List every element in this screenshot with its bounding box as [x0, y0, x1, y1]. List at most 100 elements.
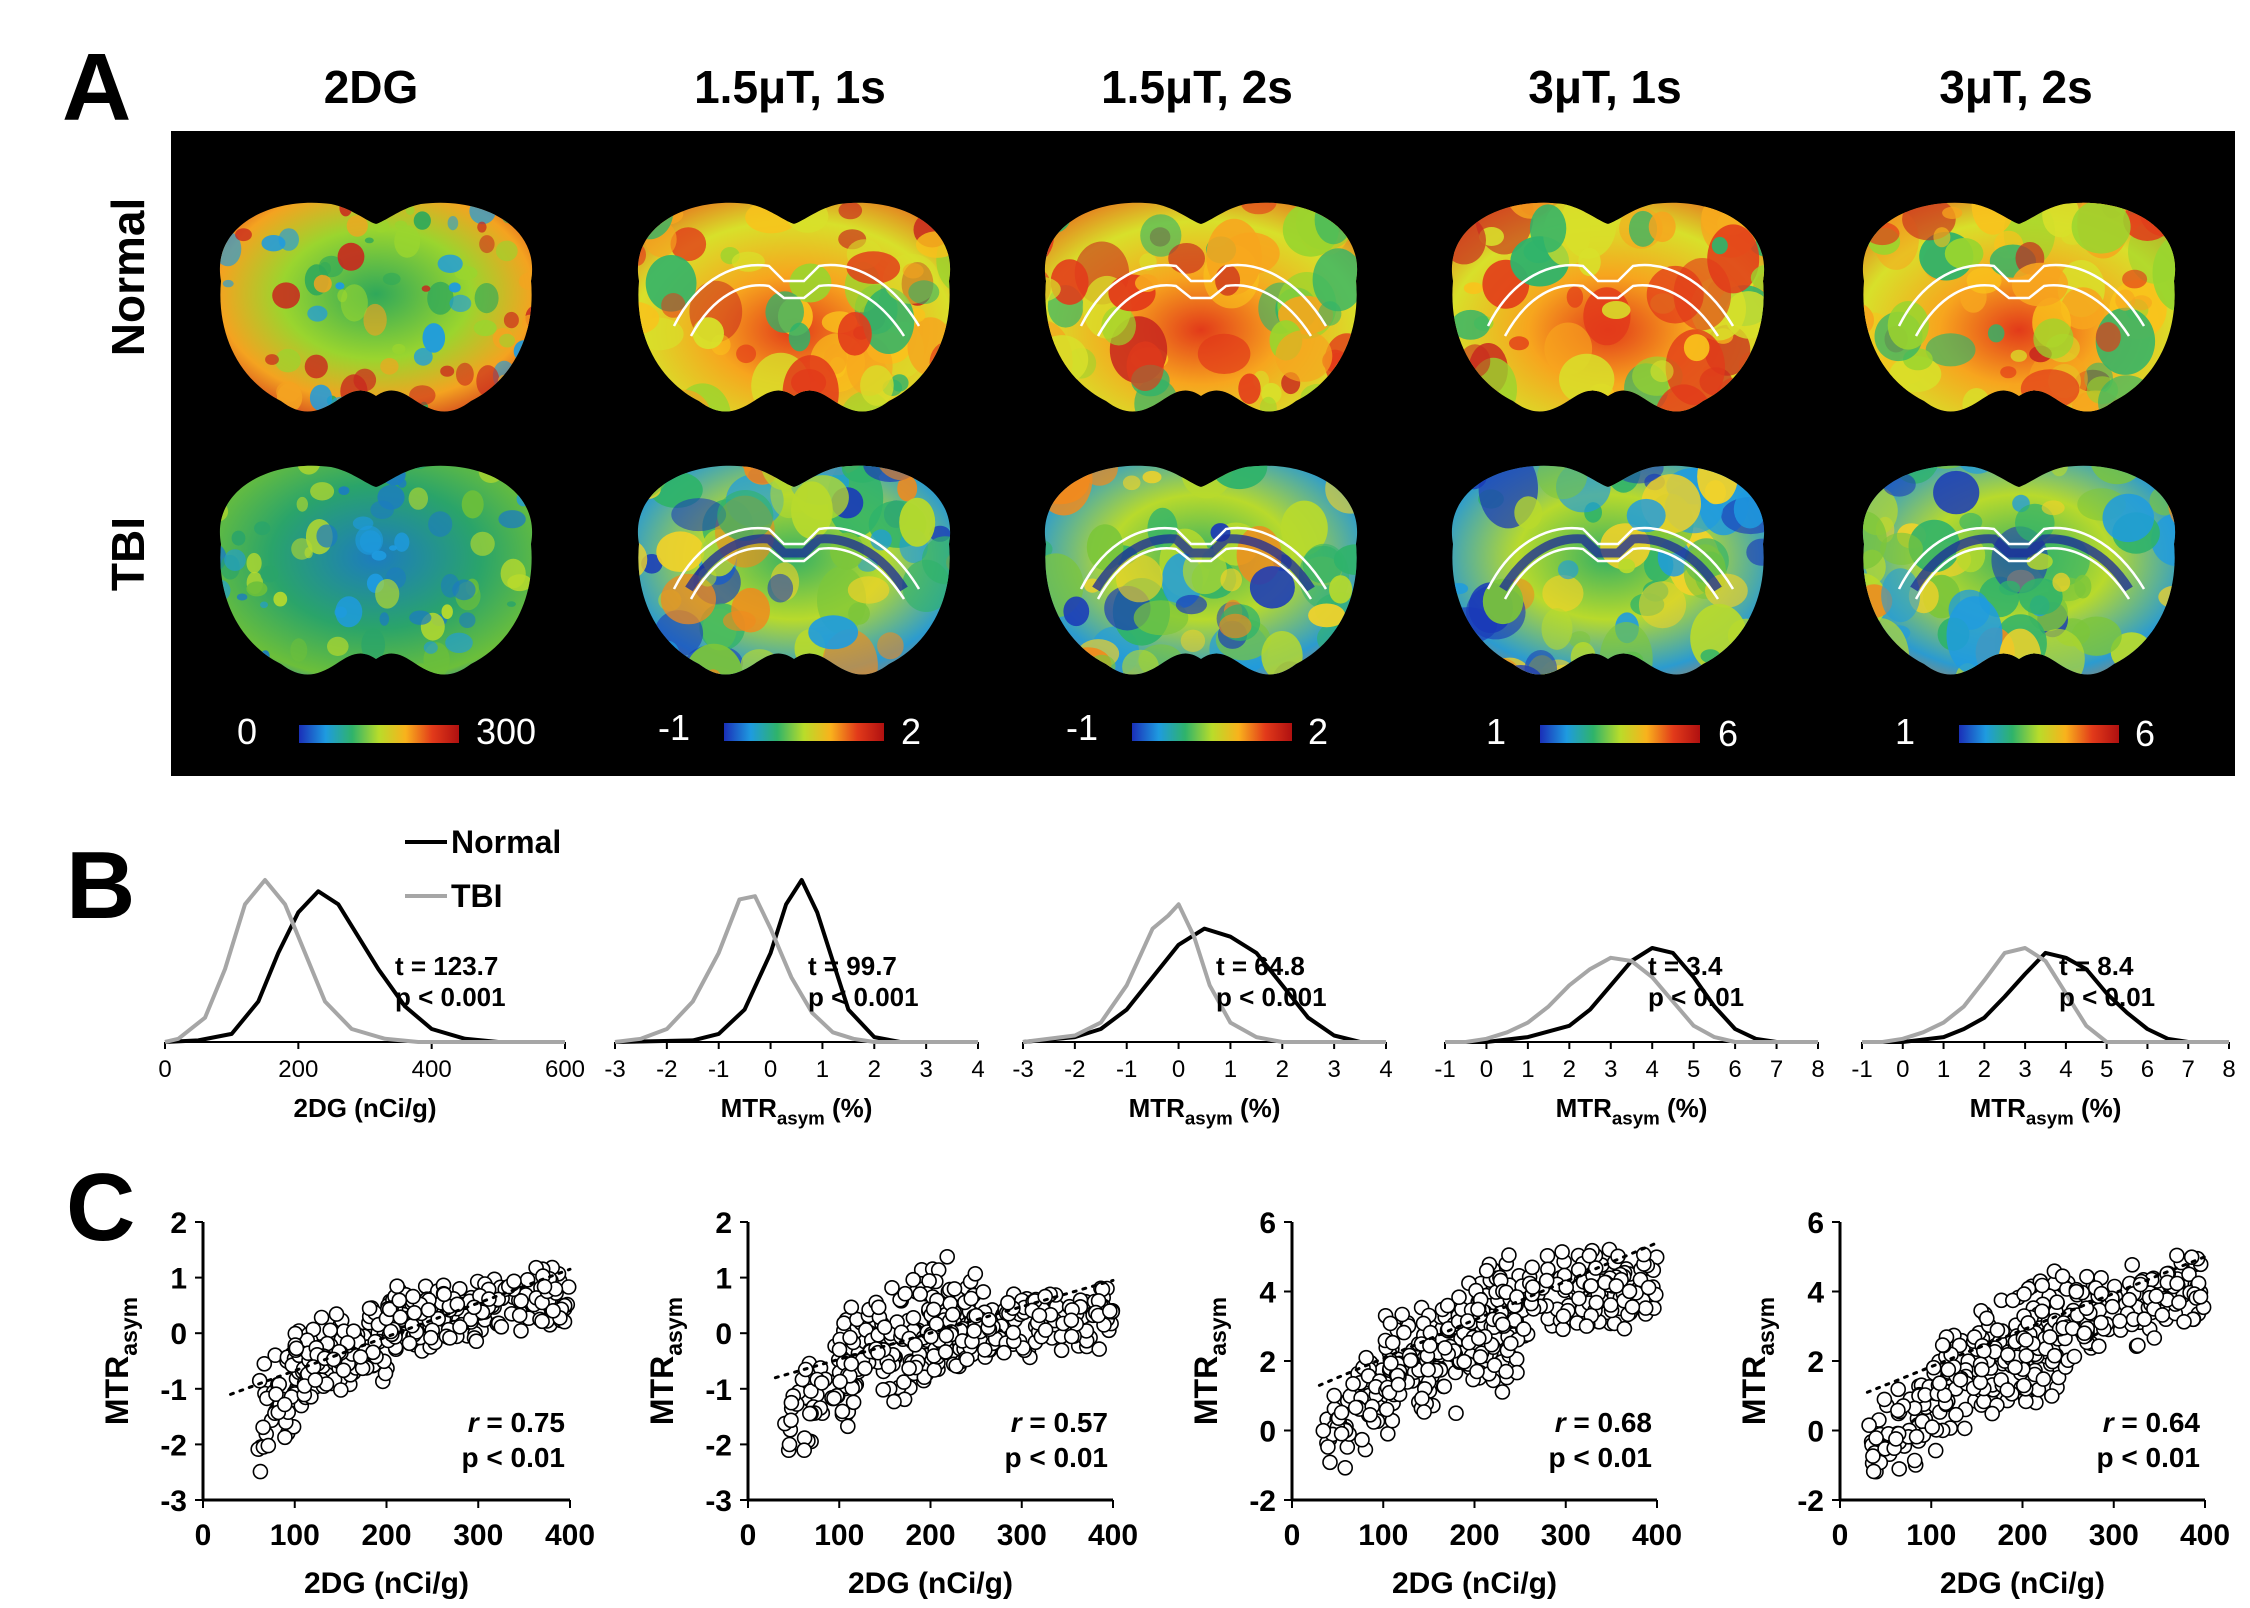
scatter-3-point [1478, 1262, 1495, 1279]
scatter-3-point [1472, 1349, 1489, 1365]
panel-letter-b: B [66, 832, 136, 939]
legend-tbi: TBI [405, 876, 561, 916]
scatter-1-point [313, 1309, 330, 1326]
scatter-4-point [2154, 1307, 2171, 1323]
histogram-2-tick-label-6: 3 [919, 1056, 932, 1083]
scatter-1-point [382, 1323, 399, 1340]
scatter-3-point [1469, 1363, 1485, 1380]
scatter-1-x-tick-label-2: 200 [361, 1519, 411, 1552]
scatter-4-point [2076, 1325, 2093, 1341]
scatter-3-point [1524, 1259, 1540, 1276]
scatter-3-x-tick-label-1: 100 [1358, 1519, 1408, 1552]
scatter-3-point [1402, 1352, 1419, 1369]
scatter-2-point [897, 1285, 914, 1302]
scatter-3-point [1471, 1330, 1487, 1347]
legend-tbi-label: TBI [451, 877, 503, 914]
histogram-4-normal-curve [1445, 946, 1818, 1044]
scatter-1-point [406, 1305, 423, 1321]
scatter-1-point [276, 1396, 293, 1413]
column-title-3ut-1s: 3μT, 1s [1528, 61, 1682, 113]
scatter-3-point [1396, 1324, 1412, 1341]
scatter-3-point [1538, 1272, 1555, 1289]
scatter-2-point [813, 1375, 830, 1391]
scatter-2-x-tick-label-2: 200 [905, 1519, 955, 1552]
scatter-2-p-value: p < 0.01 [1004, 1442, 1108, 1473]
scatter-4-point [2049, 1294, 2065, 1310]
colorbar-4 [1540, 725, 1700, 743]
scatter-4-y-tick-label-1: 0 [1807, 1416, 1824, 1449]
colorbar-5-max: 6 [2135, 713, 2156, 754]
scatter-4-x-tick-label-1: 100 [1906, 1519, 1956, 1552]
histogram-5-tick-label-7: 6 [2141, 1056, 2154, 1083]
scatter-3-point [1555, 1308, 1572, 1324]
scatter-2-point [937, 1344, 954, 1360]
scatter-4-point [2016, 1377, 2032, 1394]
histogram-2-tick-label-3: 0 [764, 1056, 777, 1083]
scatter-4-y-tick-label-2: 2 [1807, 1346, 1824, 1379]
colorbar-3-min: -1 [1066, 707, 1099, 748]
histogram-3-normal-curve [1022, 926, 1386, 1044]
scatter-4-point [1940, 1361, 1957, 1378]
roi-outline [1079, 526, 1328, 600]
scatter-2-point [1102, 1303, 1118, 1319]
scatter-3-point [1456, 1353, 1472, 1370]
scatter-4-point [1984, 1405, 2000, 1422]
roi-outline [1897, 526, 2146, 600]
scatter-3-point [1383, 1355, 1399, 1371]
scatter-1-point [392, 1309, 409, 1325]
scatter-4-point [2132, 1276, 2149, 1293]
scatter-2-point [857, 1360, 873, 1377]
scatter-4-y-tick-label-0: -2 [1797, 1485, 1824, 1518]
scatter-2-point [946, 1281, 963, 1297]
scatter-4-point [2112, 1313, 2128, 1329]
scatter-2-point [826, 1390, 842, 1407]
scatter-3-y-tick-label-3: 4 [1259, 1277, 1276, 1310]
scatter-4-point [1927, 1442, 1944, 1459]
panel-letter-a: A [62, 34, 132, 141]
scatter-4-point [2018, 1332, 2034, 1348]
scatter-4-point [2035, 1371, 2052, 1387]
scatter-4-point [1976, 1393, 1992, 1410]
scatter-3-x-tick-label-3: 300 [1541, 1519, 1591, 1552]
scatter-4-point [1999, 1382, 2016, 1398]
legend-normal: Normal [405, 822, 561, 862]
histogram-5-tick-label-8: 7 [2182, 1056, 2195, 1083]
scatter-4-point [1989, 1322, 2006, 1338]
scatter-2-y-tick-label-2: -1 [705, 1374, 732, 1407]
scatter-2-point [1031, 1307, 1048, 1324]
scatter-4-point [1865, 1448, 1881, 1464]
scatter-3-point [1384, 1334, 1401, 1351]
histogram-5-x-label: MTRasym (%) [1970, 1093, 2122, 1128]
scatter-3-point [1555, 1321, 1571, 1338]
colorbar-1 [299, 725, 459, 743]
scatter-1-point [452, 1319, 468, 1335]
scatter-1-point [436, 1286, 452, 1303]
scatter-3-r-value: r = 0.68 [1555, 1407, 1652, 1438]
scatter-4-point [2079, 1268, 2095, 1285]
histogram-4-tick-label-0: -1 [1434, 1056, 1455, 1083]
histogram-4-t-stat: t = 3.4 [1648, 951, 1723, 981]
column-title-3ut-2s: 3μT, 2s [1939, 61, 2093, 113]
scatter-2-point [996, 1344, 1012, 1361]
roi-outline [1897, 263, 2146, 337]
scatter-1-y-tick-label-1: -2 [160, 1429, 187, 1462]
scatter-2-y-tick-label-4: 1 [715, 1263, 732, 1296]
scatter-1-y-tick-label-4: 1 [170, 1263, 187, 1296]
histogram-2-tick-label-5: 2 [868, 1056, 881, 1083]
scatter-4-point [2016, 1286, 2032, 1302]
scatter-1-point [506, 1273, 522, 1290]
scatter-3-point [1358, 1349, 1374, 1366]
scatter-1-point [307, 1372, 324, 1388]
histogram-5-t-stat: t = 8.4 [2059, 951, 2134, 981]
histogram-1-tick-label-0: 0 [158, 1056, 171, 1083]
colorbar-2-max: 2 [901, 711, 922, 752]
scatter-4-point [2044, 1388, 2060, 1404]
scatter-4-point [1931, 1375, 1948, 1391]
scatter-4-point [2130, 1337, 2146, 1354]
scatter-2-point [832, 1373, 848, 1390]
scatter-2-point [1037, 1288, 1053, 1305]
histogram-4-tick-label-7: 6 [1728, 1056, 1741, 1083]
scatter-2-point [801, 1405, 818, 1422]
histogram-3-x-label: MTRasym (%) [1129, 1093, 1281, 1128]
scatter-3-point [1571, 1290, 1587, 1307]
